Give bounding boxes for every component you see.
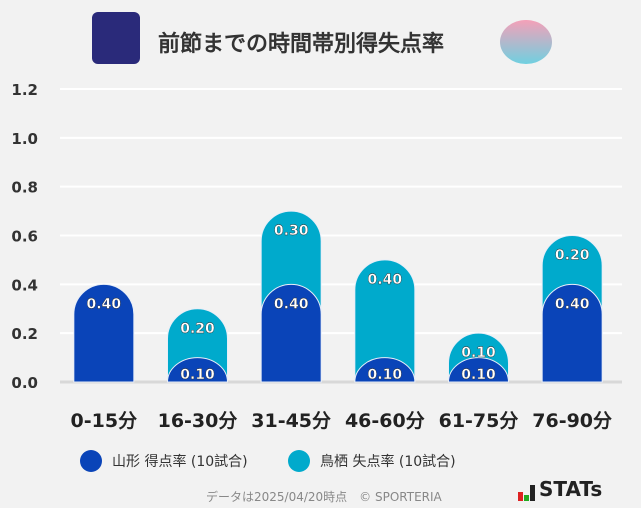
bar-yamagata xyxy=(73,284,135,383)
data-label: 0.10 xyxy=(368,367,403,383)
montedio-logo xyxy=(92,12,140,64)
legend-swatch xyxy=(80,450,102,472)
legend-swatch xyxy=(288,450,310,472)
y-tick-label: 1.0 xyxy=(11,130,38,148)
data-label: 0.20 xyxy=(555,248,590,264)
x-tick-label: 31-45分 xyxy=(251,410,331,432)
x-tick-label: 61-75分 xyxy=(439,410,519,432)
bar-yamagata xyxy=(260,283,322,383)
bar-tosu xyxy=(354,259,416,383)
bar-yamagata xyxy=(166,357,229,383)
data-label: 0.10 xyxy=(461,367,496,383)
legend-item-yamagata: 山形 得点率 (10試合) xyxy=(80,450,248,472)
bar-yamagata xyxy=(354,357,416,383)
data-label: 0.10 xyxy=(180,367,215,383)
chart-title: 前節までの時間帯別得失点率 xyxy=(158,32,445,57)
data-label: 0.20 xyxy=(180,321,215,337)
legend-item-tosu: 鳥栖 失点率 (10試合) xyxy=(288,450,456,472)
stats-logo: STATs xyxy=(518,477,602,501)
data-label: 0.40 xyxy=(87,296,122,312)
legend-label: 鳥栖 失点率 (10試合) xyxy=(320,454,456,470)
y-tick-label: 1.2 xyxy=(11,81,38,99)
y-tick-label: 0.0 xyxy=(11,374,38,392)
bar-yamagata xyxy=(541,283,603,383)
y-tick-label: 0.6 xyxy=(11,228,38,246)
sagantosu-logo xyxy=(500,20,552,64)
legend-label: 山形 得点率 (10試合) xyxy=(112,454,248,470)
y-tick-label: 0.2 xyxy=(11,325,38,343)
x-tick-label: 0-15分 xyxy=(71,410,138,432)
y-tick-label: 0.4 xyxy=(11,276,38,294)
stats-brand: STATs xyxy=(539,477,603,501)
bar-yamagata xyxy=(447,357,510,383)
data-label: 0.30 xyxy=(274,223,309,239)
x-tick-label: 16-30分 xyxy=(158,410,238,432)
x-tick-label: 46-60分 xyxy=(345,410,425,432)
data-label: 0.10 xyxy=(461,345,496,361)
y-tick-label: 0.8 xyxy=(11,179,38,197)
data-label: 0.40 xyxy=(368,272,403,288)
stats-bars-icon xyxy=(518,485,535,501)
footer-note: データは2025/04/20時点 © SPORTERIA xyxy=(206,490,442,504)
x-tick-label: 76-90分 xyxy=(532,410,612,432)
data-label: 0.40 xyxy=(555,296,590,312)
data-label: 0.40 xyxy=(274,296,309,312)
